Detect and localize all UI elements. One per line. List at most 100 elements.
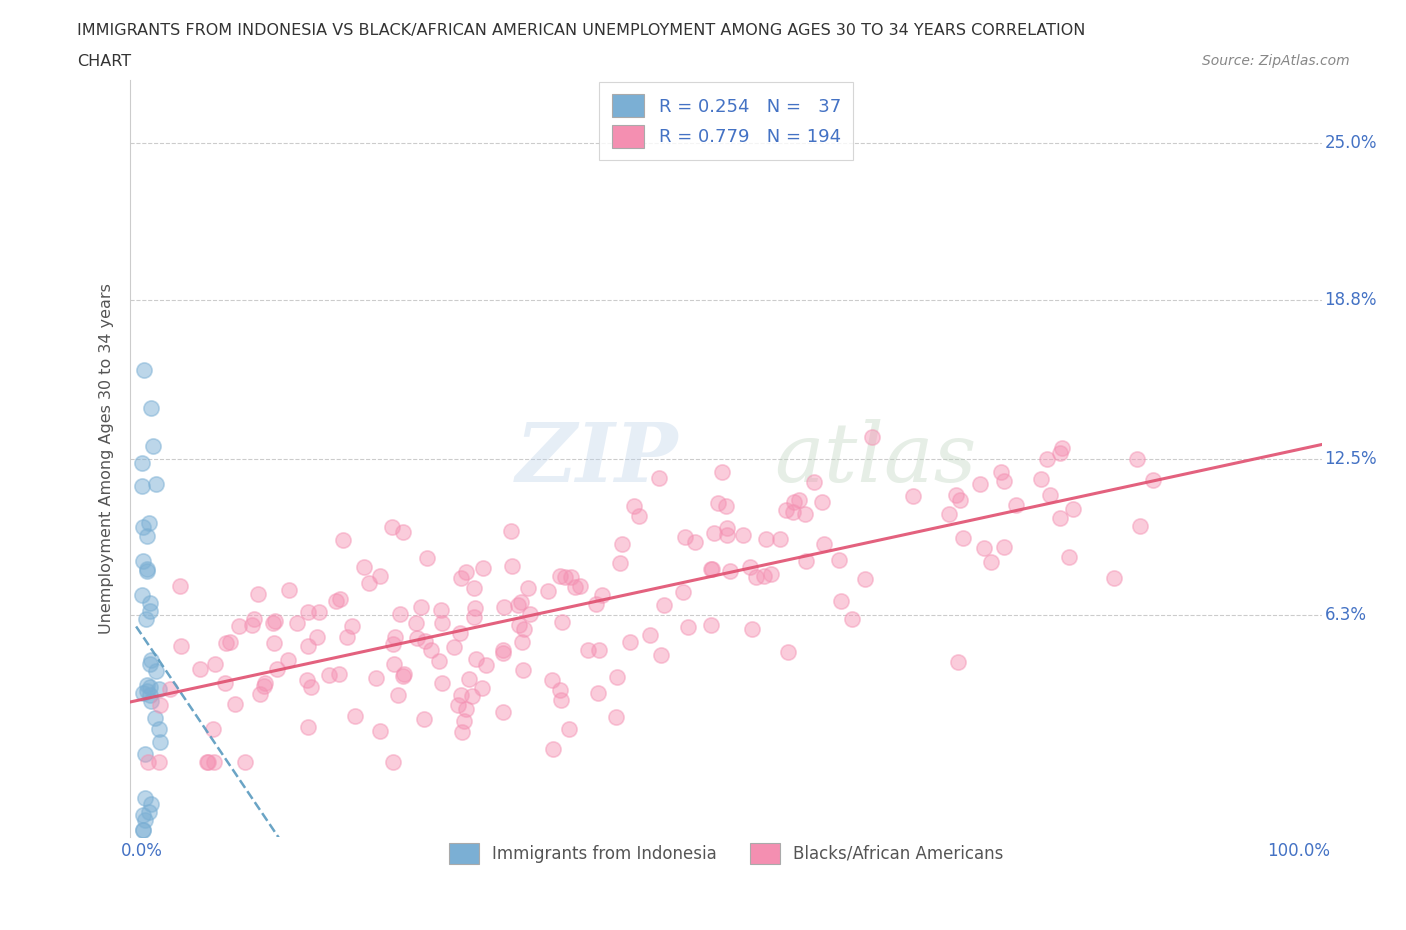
Point xyxy=(443,639,465,654)
Point xyxy=(714,498,737,513)
Point xyxy=(138,804,160,819)
Point xyxy=(387,687,409,702)
Point xyxy=(650,647,672,662)
Point xyxy=(516,581,538,596)
Text: 12.5%: 12.5% xyxy=(1324,450,1376,468)
Point xyxy=(783,495,806,510)
Point xyxy=(969,476,991,491)
Point xyxy=(202,722,225,737)
Point xyxy=(131,588,153,603)
Point xyxy=(472,561,495,576)
Point xyxy=(588,643,610,658)
Point xyxy=(1004,498,1026,512)
Point xyxy=(458,671,481,686)
Point xyxy=(990,465,1012,480)
Point xyxy=(683,535,706,550)
Point xyxy=(841,612,863,627)
Point xyxy=(318,668,340,683)
Point xyxy=(299,680,322,695)
Point xyxy=(745,570,768,585)
Point xyxy=(132,553,155,568)
Point xyxy=(993,473,1015,488)
Point xyxy=(262,616,284,631)
Point xyxy=(508,618,530,632)
Point xyxy=(336,630,359,644)
Point xyxy=(499,524,522,538)
Point xyxy=(948,655,970,670)
Point xyxy=(215,636,238,651)
Text: 6.3%: 6.3% xyxy=(1324,606,1367,624)
Point xyxy=(136,754,159,769)
Point xyxy=(136,564,159,578)
Point xyxy=(384,630,406,644)
Point xyxy=(132,822,155,837)
Point xyxy=(243,612,266,627)
Point xyxy=(308,604,330,619)
Point xyxy=(550,692,572,707)
Point xyxy=(131,478,153,493)
Point xyxy=(139,652,162,667)
Point xyxy=(794,553,817,568)
Point xyxy=(138,595,160,610)
Point xyxy=(558,721,581,736)
Point xyxy=(135,612,157,627)
Point xyxy=(456,565,478,579)
Point xyxy=(382,657,405,671)
Point xyxy=(700,562,723,577)
Point xyxy=(132,520,155,535)
Point xyxy=(141,401,163,416)
Point xyxy=(569,578,592,593)
Point xyxy=(134,747,156,762)
Point xyxy=(134,812,156,827)
Point xyxy=(406,631,429,645)
Point xyxy=(432,675,454,690)
Point xyxy=(759,566,782,581)
Point xyxy=(560,569,582,584)
Point xyxy=(980,554,1002,569)
Point xyxy=(204,657,226,671)
Point xyxy=(139,687,162,702)
Point xyxy=(136,678,159,693)
Point xyxy=(263,636,285,651)
Point xyxy=(699,562,721,577)
Point xyxy=(139,679,162,694)
Point xyxy=(329,591,352,606)
Point xyxy=(675,530,697,545)
Point xyxy=(474,658,496,672)
Point xyxy=(1129,518,1152,533)
Point xyxy=(413,711,436,726)
Point xyxy=(828,552,851,567)
Point xyxy=(277,582,299,597)
Point xyxy=(249,686,271,701)
Point xyxy=(638,628,661,643)
Point xyxy=(132,363,155,378)
Point xyxy=(1062,502,1084,517)
Point xyxy=(132,807,155,822)
Point xyxy=(541,672,564,687)
Point xyxy=(492,704,515,719)
Point xyxy=(148,721,170,736)
Point xyxy=(554,569,576,584)
Point xyxy=(136,684,159,698)
Point xyxy=(536,583,558,598)
Point xyxy=(492,600,515,615)
Point xyxy=(295,672,318,687)
Point xyxy=(733,528,755,543)
Point xyxy=(266,662,288,677)
Point xyxy=(343,709,366,724)
Point xyxy=(325,593,347,608)
Point xyxy=(134,791,156,806)
Point xyxy=(368,569,391,584)
Point xyxy=(1057,550,1080,565)
Point xyxy=(449,626,471,641)
Point xyxy=(297,638,319,653)
Point xyxy=(132,822,155,837)
Point xyxy=(382,636,405,651)
Point xyxy=(740,560,762,575)
Point xyxy=(159,682,181,697)
Point xyxy=(138,515,160,530)
Point xyxy=(576,643,599,658)
Point xyxy=(149,735,172,750)
Text: IMMIGRANTS FROM INDONESIA VS BLACK/AFRICAN AMERICAN UNEMPLOYMENT AMONG AGES 30 T: IMMIGRANTS FROM INDONESIA VS BLACK/AFRIC… xyxy=(77,23,1085,38)
Point xyxy=(491,643,513,658)
